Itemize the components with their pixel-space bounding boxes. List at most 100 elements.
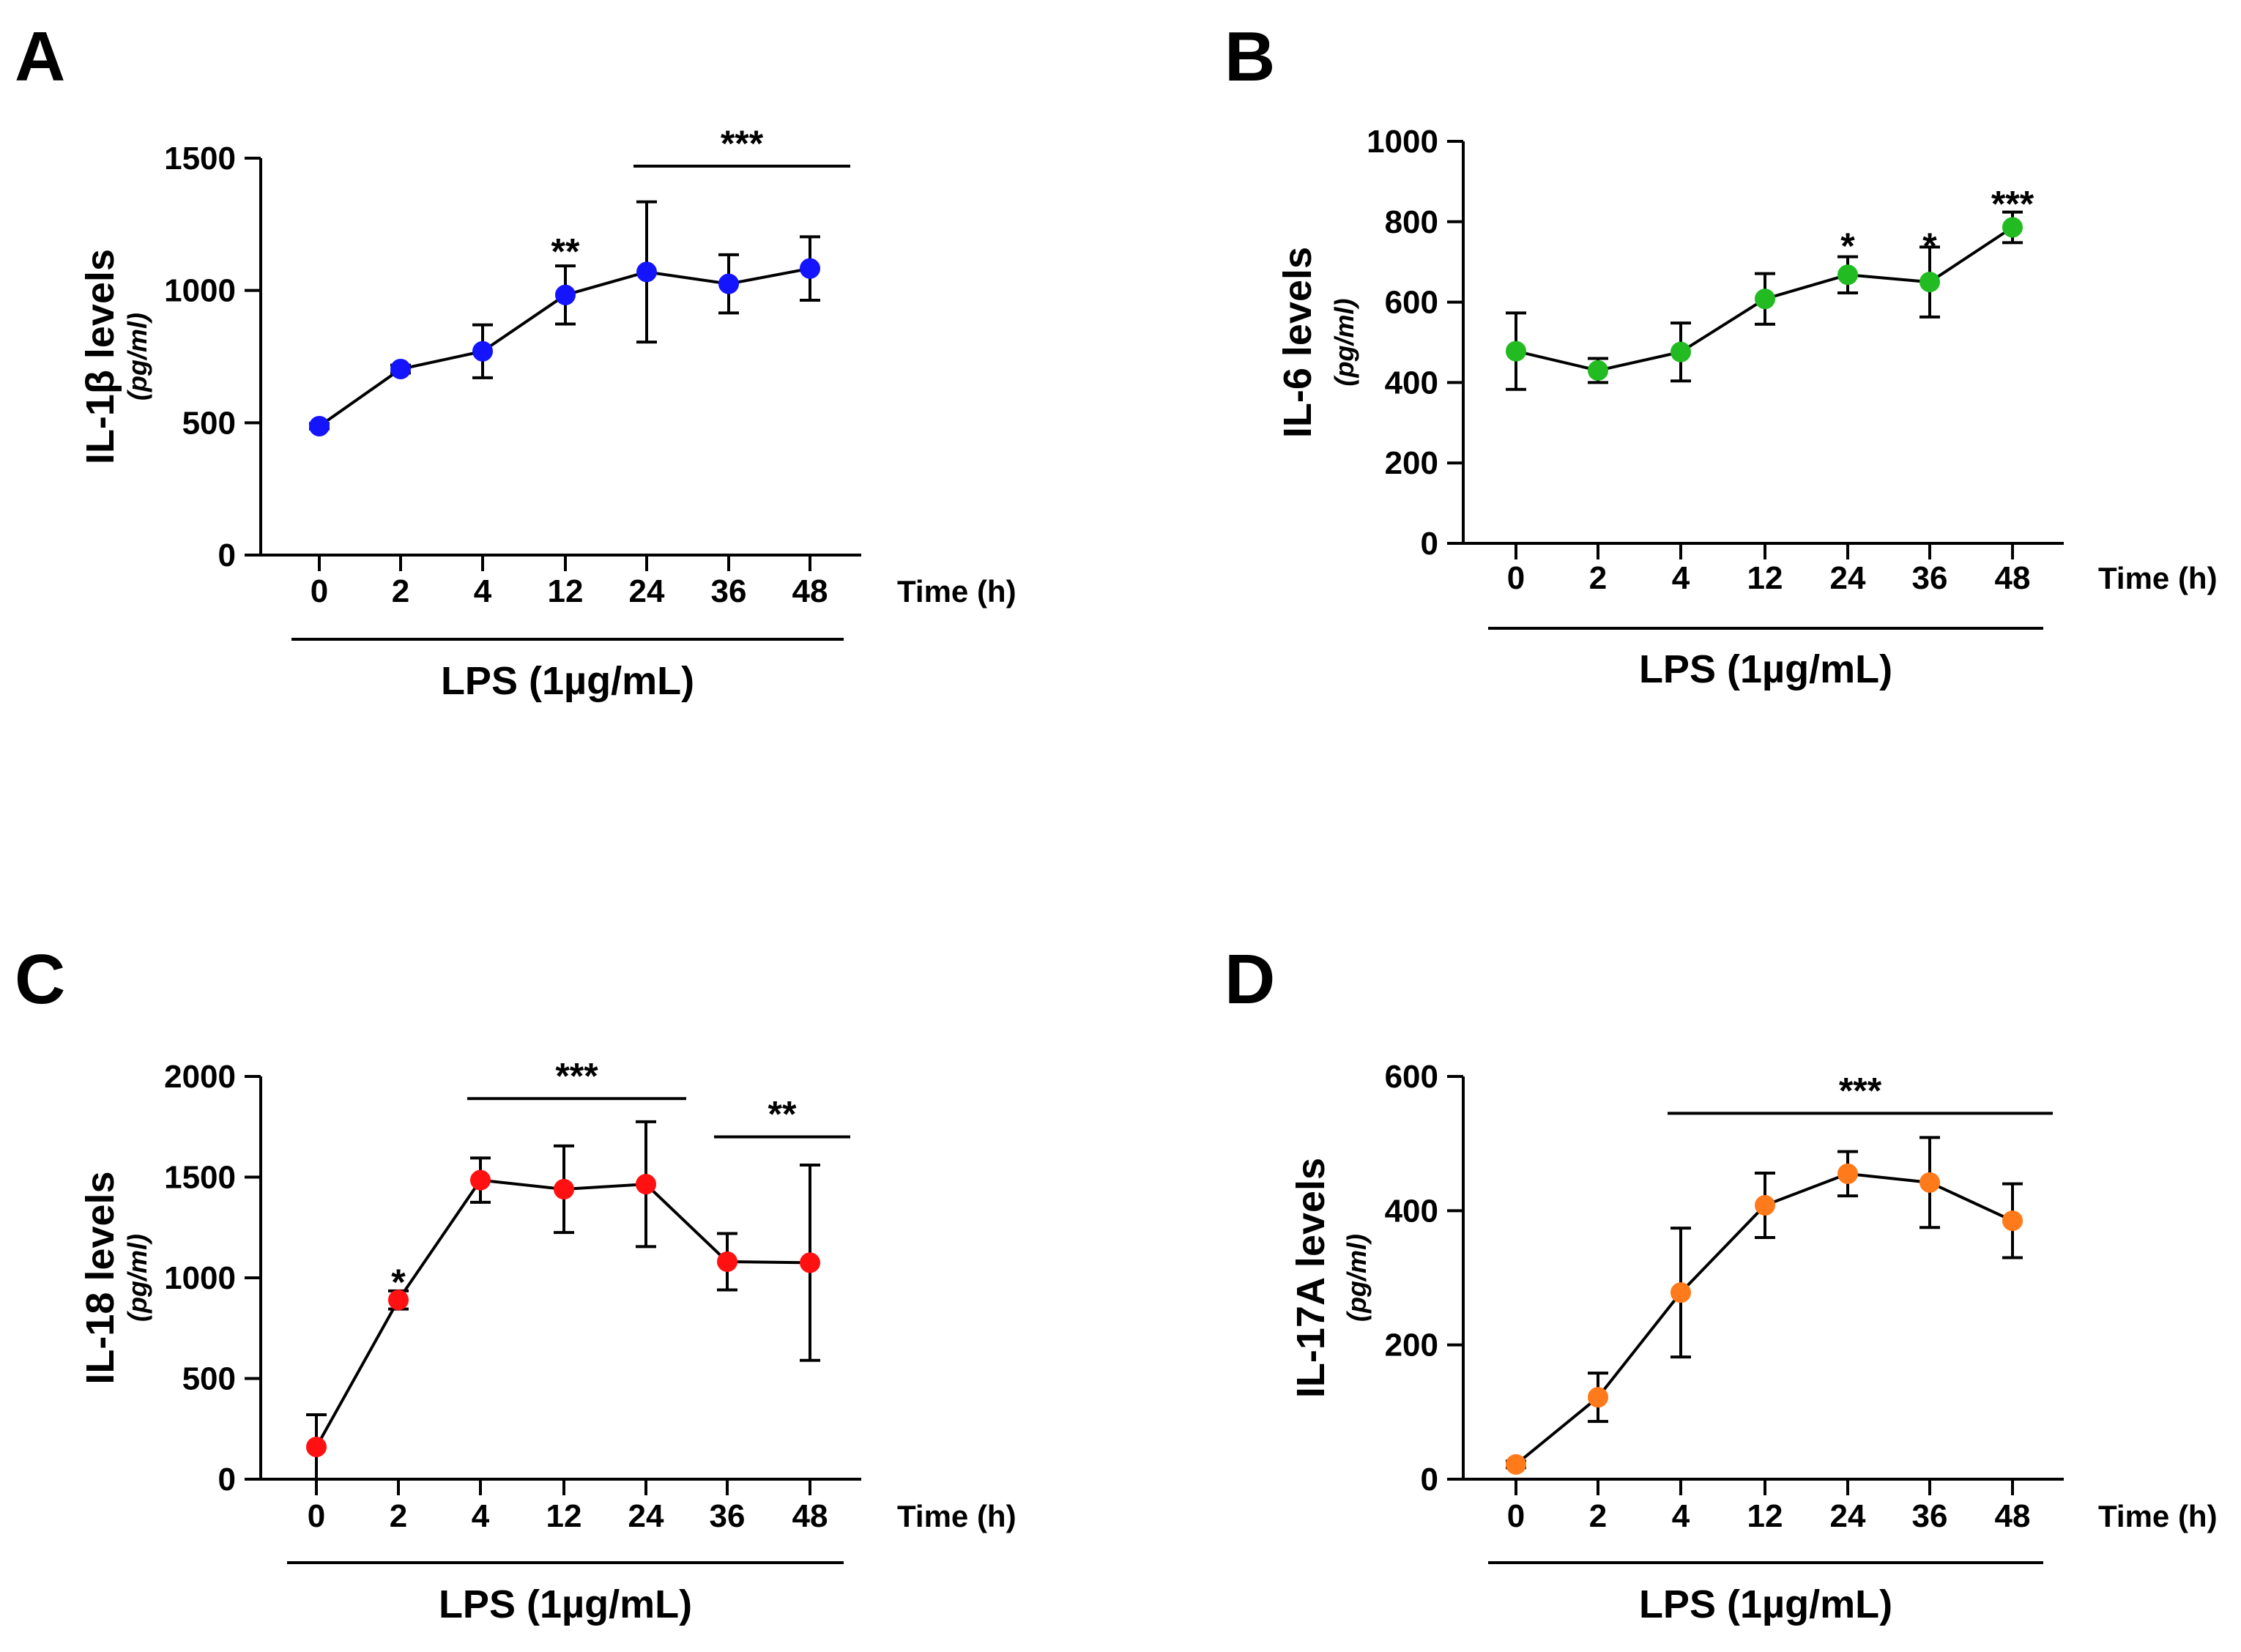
data-point xyxy=(472,341,493,362)
data-point xyxy=(1670,341,1691,362)
y-tick-label: 500 xyxy=(182,405,236,441)
y-tick-label: 400 xyxy=(1385,1193,1438,1229)
y-tick-label: 600 xyxy=(1385,1059,1438,1095)
y-tick-label: 1000 xyxy=(1367,124,1438,160)
data-point xyxy=(1506,341,1526,362)
y-tick-label: 1000 xyxy=(164,1260,236,1296)
x-tick-label: 2 xyxy=(1589,1498,1607,1534)
data-point xyxy=(1837,1163,1858,1184)
y-tick-label: 200 xyxy=(1385,1328,1438,1363)
y-axis-title: IL-6 levels xyxy=(1276,247,1320,438)
y-tick-label: 2000 xyxy=(164,1059,236,1095)
y-axis-title: IL-18 levels xyxy=(78,1171,122,1384)
data-point xyxy=(554,1179,574,1199)
treatment-label: LPS (1µg/mL) xyxy=(1639,647,1892,691)
data-point xyxy=(718,273,739,294)
y-tick-label: 0 xyxy=(1421,526,1438,562)
y-tick-label: 0 xyxy=(218,537,236,573)
data-point xyxy=(388,1290,409,1311)
x-tick-label: 48 xyxy=(792,573,828,609)
significance-label: *** xyxy=(721,123,764,164)
x-tick-label: 24 xyxy=(1830,560,1866,596)
x-axis-title: Time (h) xyxy=(2098,561,2218,595)
x-tick-label: 4 xyxy=(474,573,492,609)
x-tick-label: 12 xyxy=(548,573,584,609)
y-axis-unit: (pg/ml) xyxy=(1342,1234,1372,1322)
data-point xyxy=(390,358,411,379)
significance-label: ** xyxy=(551,231,580,272)
x-tick-label: 2 xyxy=(390,1498,407,1534)
y-axis-unit: (pg/ml) xyxy=(122,313,152,401)
x-tick-label: 0 xyxy=(1507,1498,1525,1534)
x-tick-label: 4 xyxy=(472,1498,490,1534)
y-tick-label: 1500 xyxy=(164,141,236,176)
x-tick-label: 0 xyxy=(1507,560,1525,596)
panel-letter: D xyxy=(1224,940,1275,1019)
x-tick-label: 0 xyxy=(311,573,328,609)
significance-label: *** xyxy=(1991,183,2034,224)
data-point xyxy=(2002,1210,2023,1232)
panel-letter: A xyxy=(15,18,65,96)
data-point xyxy=(800,1252,820,1273)
y-tick-label: 500 xyxy=(182,1361,236,1397)
data-point xyxy=(309,416,330,437)
data-point xyxy=(1919,1172,1940,1193)
y-tick-label: 200 xyxy=(1385,445,1438,481)
x-tick-label: 48 xyxy=(1995,1498,2031,1534)
x-tick-label: 36 xyxy=(1912,1498,1948,1534)
data-point xyxy=(1755,289,1775,310)
significance-label: * xyxy=(1922,226,1937,267)
x-tick-label: 24 xyxy=(628,1498,664,1534)
significance-label: * xyxy=(391,1262,406,1303)
data-point xyxy=(800,258,820,279)
x-tick-label: 4 xyxy=(1672,1498,1690,1534)
y-tick-label: 400 xyxy=(1385,365,1438,401)
x-tick-label: 12 xyxy=(546,1498,582,1534)
x-tick-label: 36 xyxy=(711,573,747,609)
data-point xyxy=(1837,264,1858,286)
y-tick-label: 1500 xyxy=(164,1160,236,1196)
data-point xyxy=(555,284,576,305)
x-tick-label: 24 xyxy=(1830,1498,1866,1534)
data-point xyxy=(1919,272,1940,293)
significance-label: ** xyxy=(768,1094,797,1135)
y-axis-title: IL-1β levels xyxy=(78,249,122,464)
data-point xyxy=(717,1251,737,1272)
y-tick-label: 0 xyxy=(218,1462,236,1497)
x-axis-title: Time (h) xyxy=(897,574,1017,609)
x-axis-title: Time (h) xyxy=(2098,1499,2218,1533)
x-tick-label: 12 xyxy=(1747,560,1783,596)
x-tick-label: 0 xyxy=(308,1498,325,1534)
panel-letter: B xyxy=(1224,18,1275,96)
x-tick-label: 36 xyxy=(710,1498,746,1534)
y-axis-unit: (pg/ml) xyxy=(122,1234,152,1322)
data-point xyxy=(2002,217,2023,238)
treatment-label: LPS (1µg/mL) xyxy=(439,1582,692,1626)
treatment-label: LPS (1µg/mL) xyxy=(1639,1582,1892,1626)
y-tick-label: 600 xyxy=(1385,285,1438,321)
x-tick-label: 2 xyxy=(392,573,409,609)
significance-label: *** xyxy=(1839,1070,1882,1111)
treatment-label: LPS (1µg/mL) xyxy=(441,659,694,703)
x-tick-label: 4 xyxy=(1672,560,1690,596)
y-axis-title: IL-17A levels xyxy=(1289,1158,1333,1398)
data-point xyxy=(1755,1195,1775,1216)
data-point xyxy=(636,1174,656,1195)
x-tick-label: 48 xyxy=(792,1498,828,1534)
data-point xyxy=(1588,1387,1608,1408)
data-point xyxy=(306,1437,327,1457)
significance-label: * xyxy=(1840,226,1855,267)
data-point xyxy=(636,261,657,283)
x-axis-title: Time (h) xyxy=(897,1499,1017,1533)
x-tick-label: 48 xyxy=(1995,560,2031,596)
x-tick-label: 12 xyxy=(1747,1498,1783,1534)
data-point xyxy=(1670,1282,1691,1303)
y-axis-unit: (pg/ml) xyxy=(1329,299,1359,387)
data-point xyxy=(470,1169,491,1191)
data-point xyxy=(1588,360,1608,381)
